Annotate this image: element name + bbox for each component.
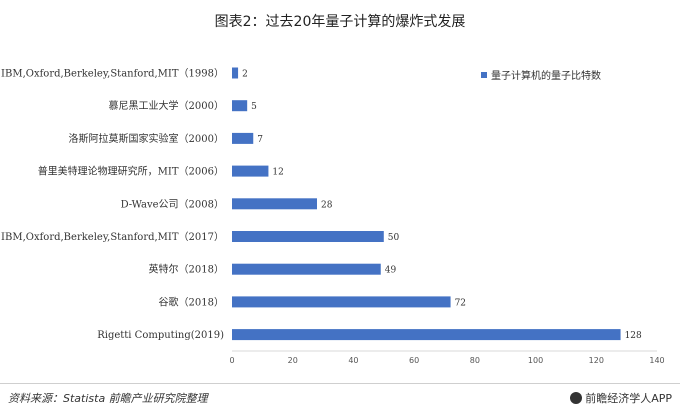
value-label: 12 xyxy=(272,168,283,178)
source-note: 资料来源：Statista 前瞻产业研究院整理 xyxy=(8,392,208,405)
category-label: IBM,Oxford,Berkeley,Stanford,MIT（1998） xyxy=(1,68,224,80)
bar xyxy=(232,198,317,210)
x-tick-label: 100 xyxy=(528,356,543,365)
value-label: 28 xyxy=(321,200,333,210)
category-label: 慕尼黑工业大学（2000） xyxy=(109,99,224,112)
bar xyxy=(232,263,381,275)
x-tick-label: 80 xyxy=(470,356,480,365)
bar xyxy=(232,231,384,242)
x-tick-label: 140 xyxy=(649,356,664,365)
x-tick-label: 0 xyxy=(229,356,234,365)
category-label: 洛斯阿拉莫斯国家实验室（2000） xyxy=(69,132,224,145)
category-label: D-Wave公司（2008） xyxy=(121,198,224,210)
legend-swatch xyxy=(481,72,487,78)
x-tick-label: 40 xyxy=(348,356,358,365)
bar-chart: 图表2：过去20年量子计算的爆炸式发展 IBM,Oxford,Berkeley,… xyxy=(1,14,665,365)
value-label: 128 xyxy=(625,331,642,341)
brand-logo-icon xyxy=(570,392,583,404)
category-label: 普里美特理论物理研究所，MIT（2006） xyxy=(38,165,224,178)
value-labels: 2 5 7 12 28 50 49 72 128 xyxy=(242,70,642,342)
category-labels: IBM,Oxford,Berkeley,Stanford,MIT（1998） 慕尼… xyxy=(1,68,224,342)
x-tick-label: 120 xyxy=(589,356,604,365)
x-tick-label: 20 xyxy=(288,356,298,365)
bar xyxy=(232,67,239,79)
value-label: 72 xyxy=(455,298,466,308)
category-label: 英特尔（2018） xyxy=(149,263,224,276)
brand-mark: 前瞻经济学人APP xyxy=(570,390,672,406)
x-axis-ticks: 0 20 40 60 80 100 120 140 xyxy=(229,356,664,365)
bar xyxy=(232,329,621,341)
value-label: 2 xyxy=(242,70,248,80)
value-label: 49 xyxy=(385,266,397,276)
value-label: 7 xyxy=(257,135,263,145)
category-label: Rigetti Computing(2019) xyxy=(97,330,224,341)
bar xyxy=(232,296,451,308)
bar xyxy=(232,132,254,144)
footer: 资料来源：Statista 前瞻产业研究院整理 前瞻经济学人APP xyxy=(0,383,680,410)
brand-label: 前瞻经济学人APP xyxy=(585,392,672,405)
bar xyxy=(232,165,269,177)
x-tick-label: 60 xyxy=(409,356,419,365)
bars xyxy=(232,67,621,341)
value-label: 5 xyxy=(251,102,257,112)
value-label: 50 xyxy=(388,233,400,243)
category-label: IBM,Oxford,Berkeley,Stanford,MIT（2017） xyxy=(1,231,224,243)
bar xyxy=(232,100,248,112)
chart-title: 图表2：过去20年量子计算的爆炸式发展 xyxy=(215,14,466,30)
category-label: 谷歌（2018） xyxy=(159,295,224,308)
legend: 量子计算机的量子比特数 xyxy=(481,69,601,82)
legend-label: 量子计算机的量子比特数 xyxy=(491,69,601,82)
